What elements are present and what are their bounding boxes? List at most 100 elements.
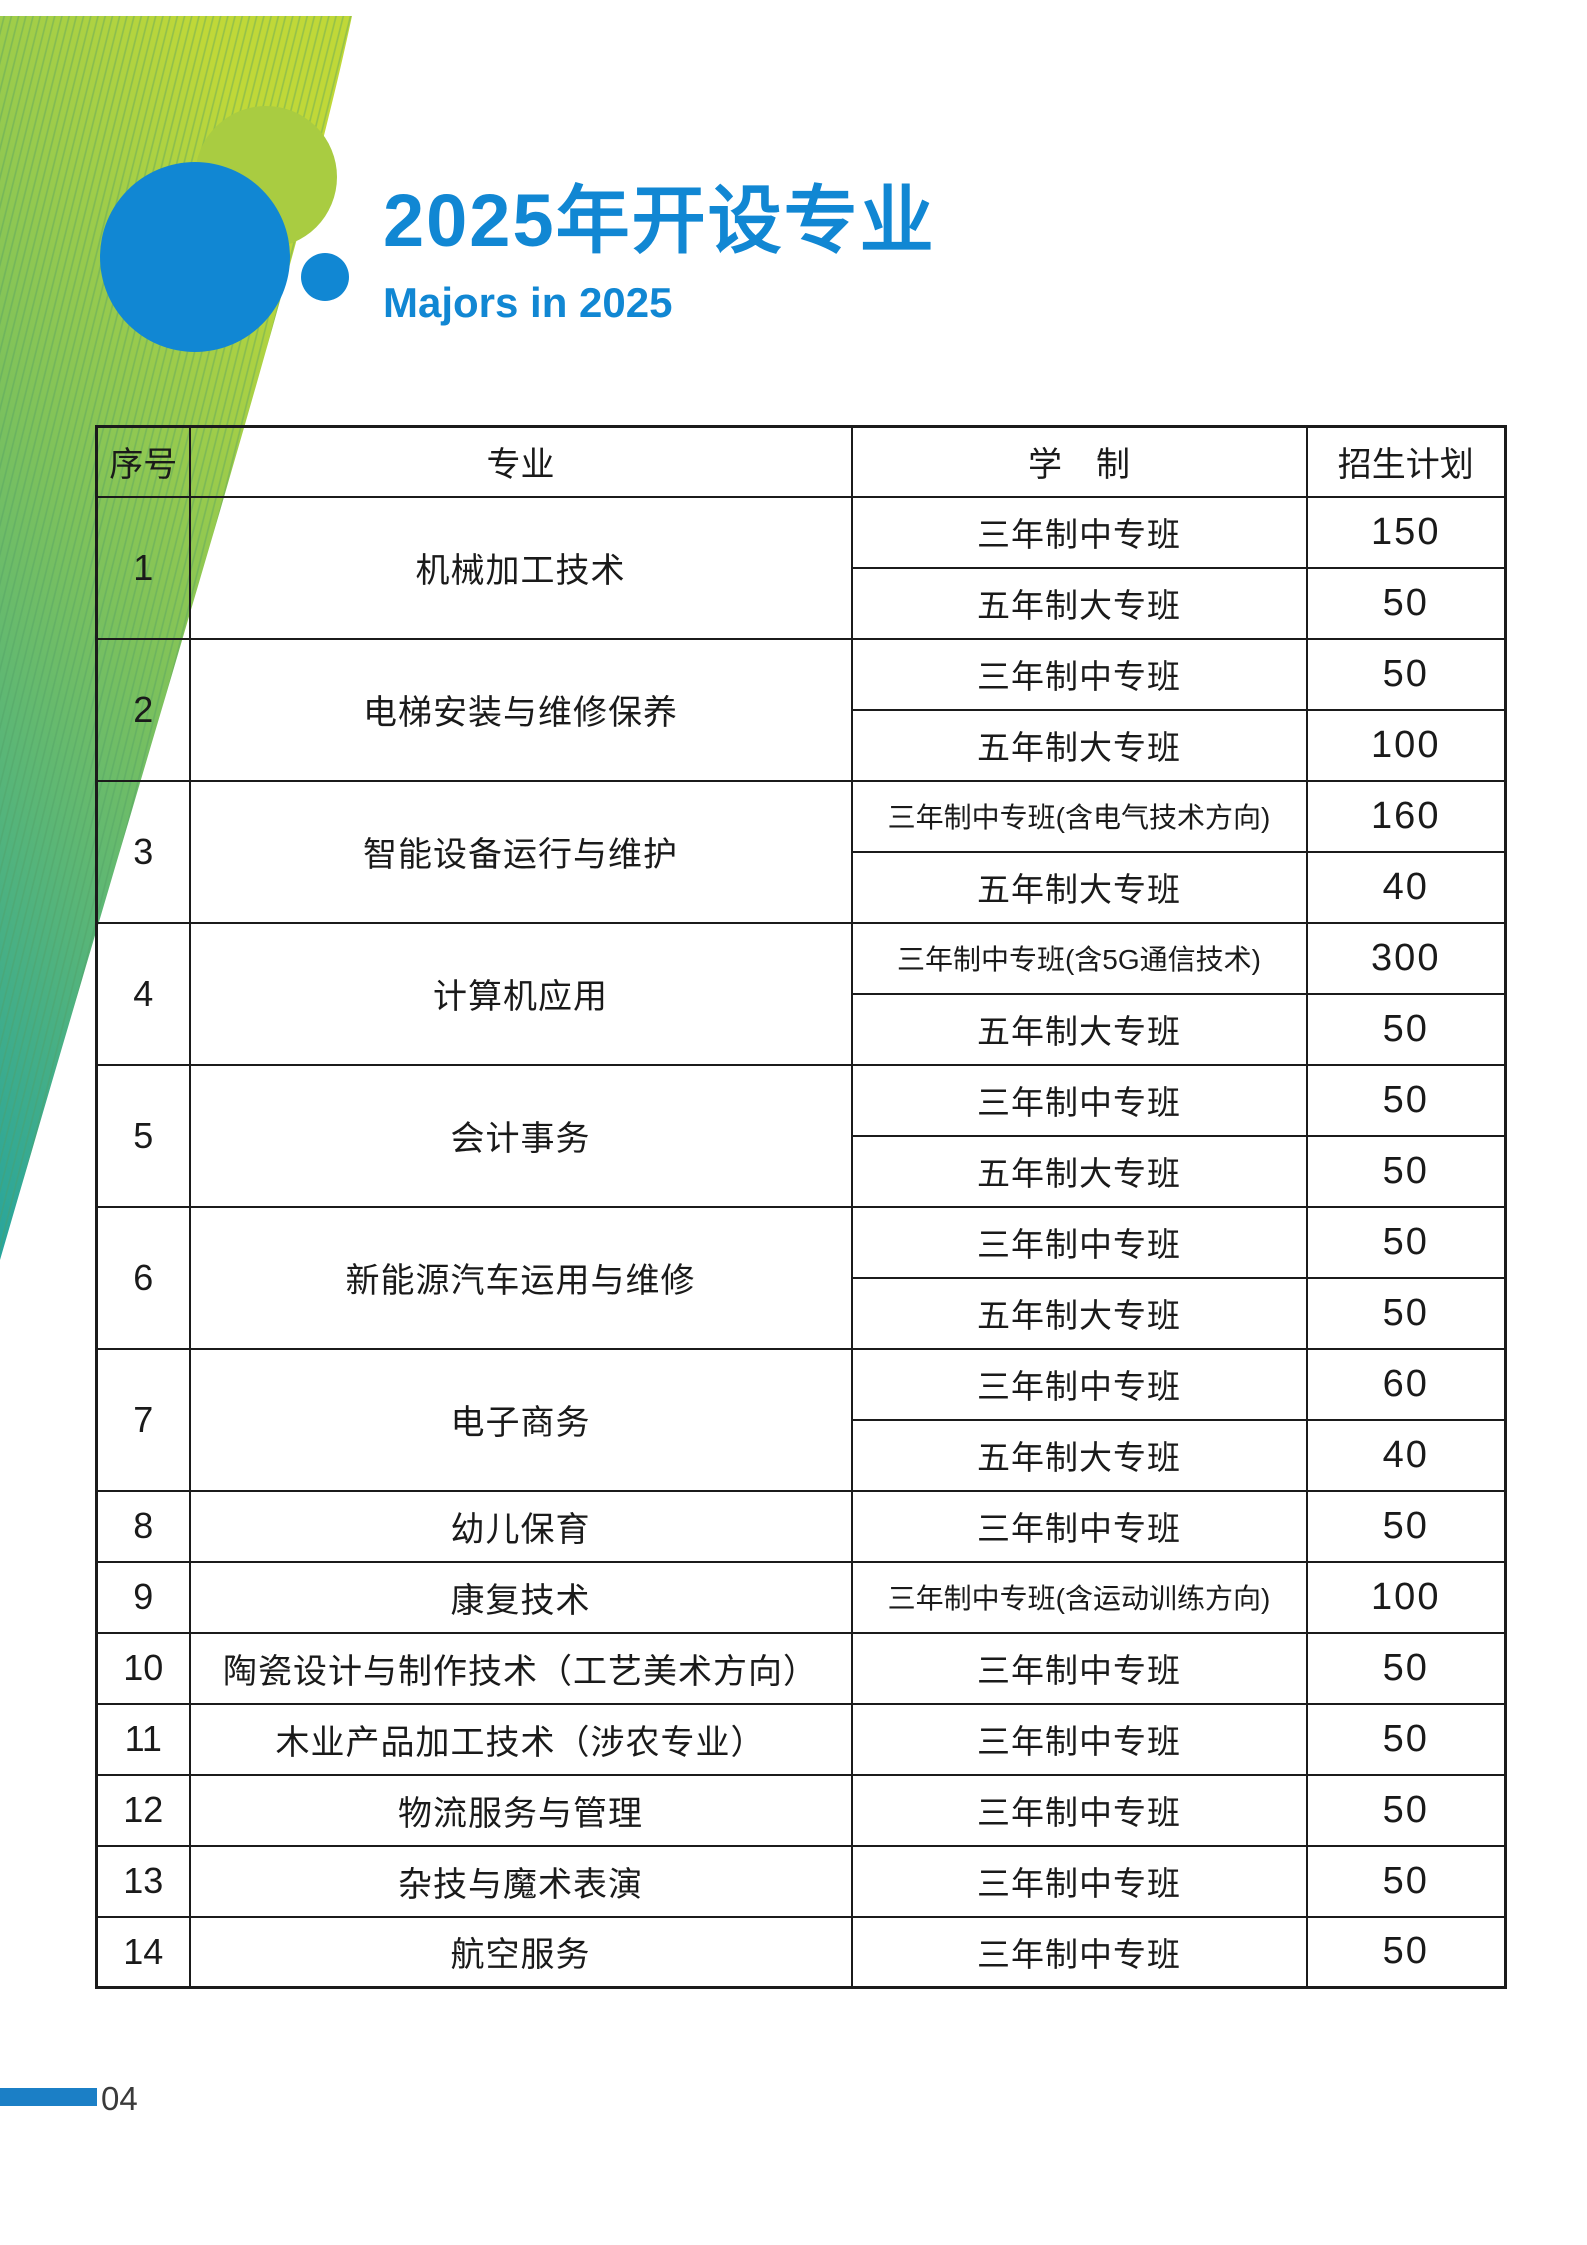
plan-cell: 40 [1305, 850, 1507, 924]
order-cell: 12 [95, 1773, 191, 1847]
table-row: 五年制大专班 50 [97, 1134, 1507, 1208]
plan-cell: 50 [1305, 1844, 1507, 1918]
program-cell: 三年制中专班 [850, 495, 1308, 569]
table-row: 13 杂技与魔术表演 三年制中专班 50 [95, 1844, 1507, 1918]
order-cell: 10 [95, 1631, 191, 1705]
major-cell: 幼儿保育 [188, 1489, 853, 1563]
majors-table-header: 序号 专业 学 制 招生计划 [95, 425, 1507, 498]
order-cell: 5 [95, 1063, 191, 1208]
plan-cell: 100 [1305, 1560, 1507, 1634]
table-row: 五年制大专班 40 [97, 1418, 1507, 1492]
order-cell: 8 [95, 1489, 191, 1563]
page-subtitle: Majors in 2025 [383, 279, 673, 326]
program-cell: 三年制中专班 [850, 1063, 1308, 1137]
table-row: 7 电子商务 三年制中专班 60 [95, 1347, 1507, 1492]
plan-cell: 50 [1305, 566, 1507, 640]
page-number: 04 [101, 2080, 138, 2117]
order-cell: 11 [95, 1702, 191, 1776]
table-row: 10 陶瓷设计与制作技术（工艺美术方向） 三年制中专班 50 [95, 1631, 1507, 1705]
order-cell: 13 [95, 1844, 191, 1918]
program-cell: 五年制大专班 [850, 850, 1308, 924]
plan-cell: 50 [1305, 1134, 1507, 1208]
plan-cell: 50 [1305, 1205, 1507, 1279]
table-row: 12 物流服务与管理 三年制中专班 50 [95, 1773, 1507, 1847]
plan-cell: 150 [1305, 495, 1507, 569]
table-row: 五年制大专班 100 [97, 708, 1507, 782]
footer-accent-bar [0, 2088, 97, 2106]
program-cell: 三年制中专班(含5G通信技术) [850, 921, 1308, 995]
major-cell: 物流服务与管理 [188, 1773, 853, 1847]
plan-cell: 50 [1305, 1915, 1507, 1989]
program-cell: 三年制中专班 [850, 1347, 1308, 1421]
table-row: 5 会计事务 三年制中专班 50 [95, 1063, 1507, 1208]
table-row: 2 电梯安装与维修保养 三年制中专班 50 [95, 637, 1507, 782]
major-cell: 康复技术 [188, 1560, 853, 1634]
program-cell: 五年制大专班 [850, 708, 1308, 782]
order-cell: 4 [95, 921, 191, 1066]
program-cell: 三年制中专班 [850, 1915, 1308, 1989]
plan-cell: 60 [1305, 1347, 1507, 1421]
table-row: 五年制大专班 50 [97, 1276, 1507, 1350]
plan-cell: 50 [1305, 1702, 1507, 1776]
order-cell: 14 [95, 1915, 191, 1989]
header-row: 序号 专业 学 制 招生计划 [95, 425, 1507, 498]
plan-cell: 50 [1305, 1489, 1507, 1563]
order-cell: 9 [95, 1560, 191, 1634]
program-cell: 三年制中专班(含电气技术方向) [850, 779, 1308, 853]
program-cell: 三年制中专班 [850, 1844, 1308, 1918]
majors-table-body: 1 机械加工技术 三年制中专班 150 五年制大专班 50 2 电梯安装与维修保养 三年制中专班… [95, 495, 1507, 1989]
plan-cell: 300 [1305, 921, 1507, 995]
header-major: 专业 [188, 425, 853, 498]
table-row: 五年制大专班 50 [97, 992, 1507, 1066]
program-cell: 三年制中专班 [850, 1631, 1308, 1705]
major-cell: 新能源汽车运用与维修 [188, 1205, 853, 1350]
order-cell: 2 [95, 637, 191, 782]
major-cell: 杂技与魔术表演 [188, 1844, 853, 1918]
order-cell: 1 [95, 495, 191, 640]
plan-cell: 160 [1305, 779, 1507, 853]
table-row: 6 新能源汽车运用与维修 三年制中专班 50 [95, 1205, 1507, 1350]
program-cell: 三年制中专班 [850, 1489, 1308, 1563]
major-cell: 计算机应用 [188, 921, 853, 1066]
plan-cell: 50 [1305, 637, 1507, 711]
table-row: 五年制大专班 50 [97, 566, 1507, 640]
page-title: 2025年开设专业 [383, 179, 936, 262]
major-cell: 木业产品加工技术（涉农专业） [188, 1702, 853, 1776]
blue-circle [100, 162, 290, 352]
program-cell: 五年制大专班 [850, 992, 1308, 1066]
major-cell: 电子商务 [188, 1347, 853, 1492]
table-row: 9 康复技术 三年制中专班(含运动训练方向) 100 [95, 1560, 1507, 1634]
table-row: 1 机械加工技术 三年制中专班 150 [95, 495, 1507, 640]
major-cell: 智能设备运行与维护 [188, 779, 853, 924]
table-row: 五年制大专班 40 [97, 850, 1507, 924]
plan-cell: 50 [1305, 1063, 1507, 1137]
program-cell: 三年制中专班 [850, 1702, 1308, 1776]
program-cell: 五年制大专班 [850, 1134, 1308, 1208]
program-cell: 三年制中专班 [850, 637, 1308, 711]
major-cell: 航空服务 [188, 1915, 853, 1989]
table-row: 8 幼儿保育 三年制中专班 50 [95, 1489, 1507, 1563]
header-plan: 招生计划 [1305, 425, 1507, 498]
plan-cell: 50 [1305, 1773, 1507, 1847]
header-order: 序号 [95, 425, 191, 498]
order-cell: 3 [95, 779, 191, 924]
plan-cell: 40 [1305, 1418, 1507, 1492]
major-cell: 电梯安装与维修保养 [188, 637, 853, 782]
plan-cell: 50 [1305, 1631, 1507, 1705]
major-cell: 陶瓷设计与制作技术（工艺美术方向） [188, 1631, 853, 1705]
majors-table: 序号 专业 学 制 招生计划 1 机械加工技术 三年制中专班 150 五年制大专班 50 2… [95, 425, 1507, 1989]
table-row: 3 智能设备运行与维护 三年制中专班(含电气技术方向) 160 [95, 779, 1507, 924]
program-cell: 三年制中专班 [850, 1205, 1308, 1279]
order-cell: 6 [95, 1205, 191, 1350]
major-cell: 会计事务 [188, 1063, 853, 1208]
table-row: 4 计算机应用 三年制中专班(含5G通信技术) 300 [95, 921, 1507, 1066]
program-cell: 三年制中专班 [850, 1773, 1308, 1847]
plan-cell: 100 [1305, 708, 1507, 782]
program-cell: 五年制大专班 [850, 1418, 1308, 1492]
order-cell: 7 [95, 1347, 191, 1492]
blue-dot [301, 253, 349, 301]
table-row: 14 航空服务 三年制中专班 50 [95, 1915, 1507, 1989]
page-title-block: 2025年开设专业 Majors in 2025 [383, 184, 936, 324]
program-cell: 五年制大专班 [850, 1276, 1308, 1350]
